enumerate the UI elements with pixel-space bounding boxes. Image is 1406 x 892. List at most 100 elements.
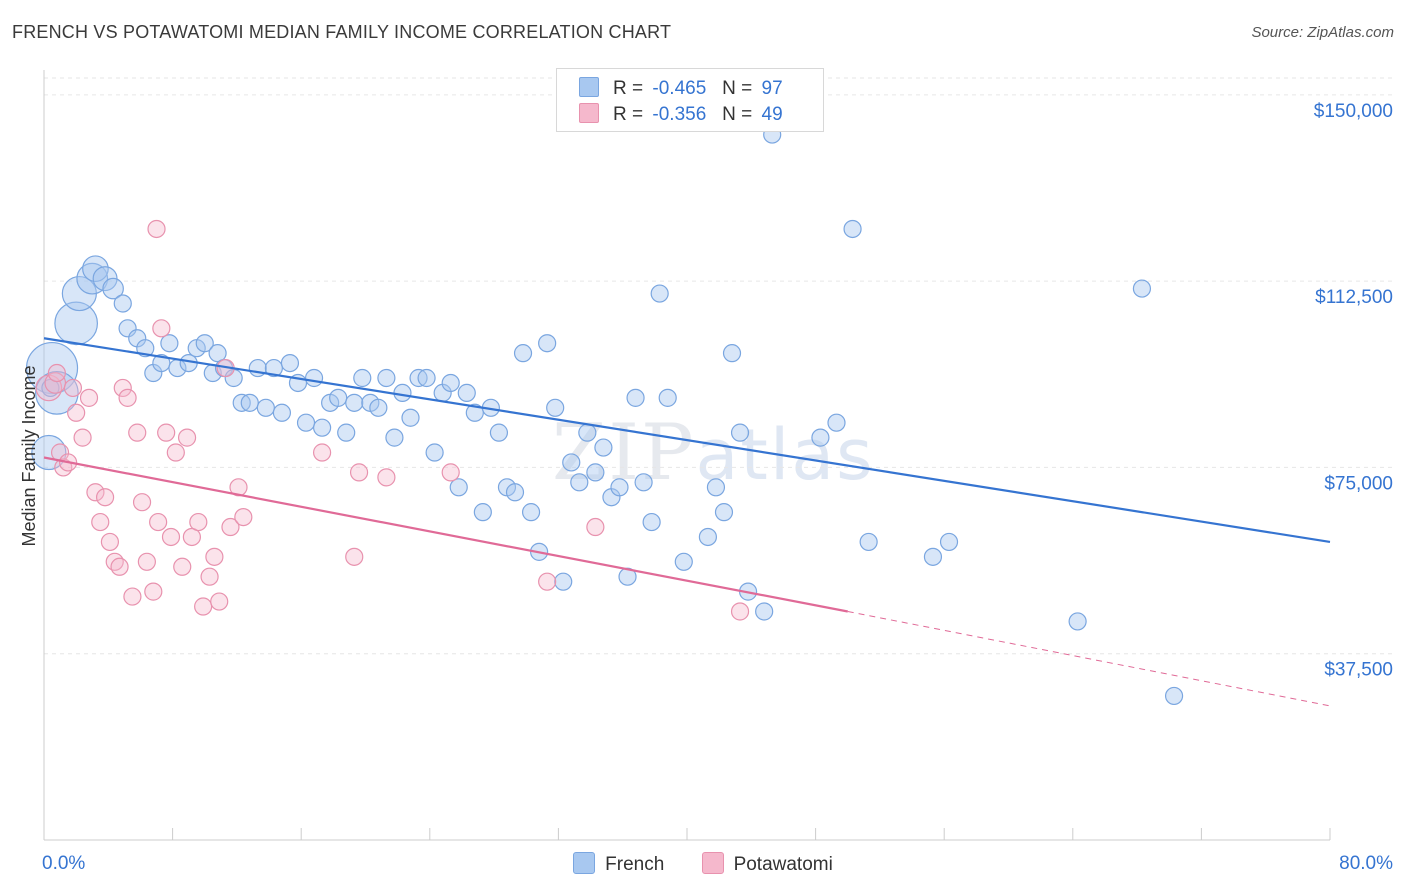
potawatomi-point	[586, 517, 605, 537]
french-point	[1068, 612, 1087, 631]
potawatomi-point	[377, 468, 396, 487]
french-point	[118, 319, 137, 338]
french-point	[578, 423, 597, 442]
french-point	[1132, 279, 1152, 298]
legend-n-value: 49	[761, 104, 783, 125]
potawatomi-point	[345, 547, 364, 566]
french-point	[296, 413, 316, 432]
points-layer	[25, 125, 1184, 706]
potawatomi-point	[73, 428, 92, 447]
legend-r-label: R =	[613, 104, 644, 125]
y-tick-label: $75,000	[1324, 473, 1393, 494]
potawatomi-point	[63, 378, 83, 398]
french-point	[521, 503, 541, 522]
french-point	[513, 344, 533, 363]
potawatomi-point	[166, 443, 185, 462]
y-tick-label: $150,000	[1314, 101, 1393, 122]
french-point	[195, 334, 214, 353]
french-point	[102, 277, 124, 300]
potawatomi-point	[110, 557, 129, 576]
y-tick-label: $112,500	[1315, 287, 1393, 308]
potawatomi-point	[234, 507, 253, 527]
french-point	[939, 532, 959, 552]
french-point	[642, 512, 661, 532]
potawatomi-point	[161, 527, 181, 547]
french-point	[634, 473, 653, 492]
french-point	[457, 383, 476, 403]
potawatomi-point	[137, 552, 156, 571]
french-point	[136, 339, 155, 358]
potawatomi-point	[123, 587, 142, 606]
chart-title: FRENCH VS POTAWATOMI MEDIAN FAMILY INCOM…	[12, 22, 672, 42]
french-point	[698, 527, 717, 547]
french-point	[393, 383, 412, 403]
legend-n-value: 97	[761, 78, 783, 99]
french-point	[385, 428, 404, 447]
potawatomi-point	[730, 602, 750, 621]
label-layer: $37,500 $75,000 $112,500 $150,000 0.0% 80.0% M…	[19, 101, 1393, 874]
x-tick-label: 0.0%	[42, 853, 85, 874]
potawatomi-point	[349, 463, 369, 482]
french-point	[76, 262, 109, 295]
legend-swatch-french	[579, 77, 599, 97]
french-point	[538, 334, 557, 353]
potawatomi-point	[312, 443, 332, 462]
french-point	[554, 572, 573, 591]
french-point	[811, 428, 830, 447]
french-point	[280, 353, 300, 373]
french-point	[722, 344, 742, 363]
potawatomi-point	[538, 572, 557, 591]
french-point	[658, 388, 677, 407]
legend-row-french: R = -0.465 N = 97	[579, 77, 783, 101]
potawatomi-point	[144, 582, 163, 601]
french-point	[304, 368, 324, 388]
potawatomi-point	[79, 388, 99, 407]
french-point	[594, 438, 613, 457]
potawatomi-point	[147, 219, 166, 239]
potawatomi-point	[100, 532, 120, 552]
french-point	[337, 423, 356, 442]
potawatomi-point	[221, 517, 240, 537]
french-point	[755, 602, 774, 621]
french-point	[706, 478, 726, 497]
french-point	[473, 503, 492, 522]
french-point	[489, 423, 509, 442]
french-point	[54, 301, 99, 346]
legend-swatch-potawatomi	[579, 103, 599, 123]
french-point	[626, 388, 645, 407]
french-point	[240, 393, 259, 412]
french-point	[377, 368, 396, 388]
french-point	[674, 552, 693, 571]
grid-layer	[44, 77, 1394, 655]
legend-swatch-potawatomi	[701, 852, 724, 874]
legend-row-potawatomi: R = -0.356 N = 49	[579, 103, 783, 127]
potawatomi-point	[441, 463, 460, 482]
french-point	[417, 368, 436, 388]
potawatomi-point	[67, 403, 86, 422]
legend-swatch-french	[573, 852, 596, 874]
french-point	[1164, 686, 1184, 706]
french-point	[586, 463, 605, 482]
french-point	[843, 219, 862, 239]
french-point	[345, 393, 364, 412]
potawatomi-point	[152, 319, 171, 338]
french-point	[425, 443, 444, 462]
legend-item-french: French	[573, 852, 664, 876]
legend-label-french: French	[605, 854, 665, 875]
potawatomi-point	[128, 423, 147, 442]
french-point	[160, 334, 179, 353]
french-point	[369, 398, 388, 417]
french-point	[827, 413, 846, 432]
french-point	[441, 373, 460, 393]
potawatomi-trend-extension	[847, 610, 1331, 707]
french-point	[730, 423, 750, 442]
potawatomi-point	[118, 388, 137, 407]
x-tick-label: 80.0%	[1339, 853, 1393, 874]
potawatomi-point	[47, 363, 66, 383]
potawatomi-point	[105, 552, 124, 571]
potawatomi-point	[210, 592, 229, 611]
chart-source: Source: ZipAtlas.com	[1251, 24, 1394, 41]
french-point	[272, 403, 292, 422]
y-axis-label: Median Family Income	[19, 365, 39, 546]
